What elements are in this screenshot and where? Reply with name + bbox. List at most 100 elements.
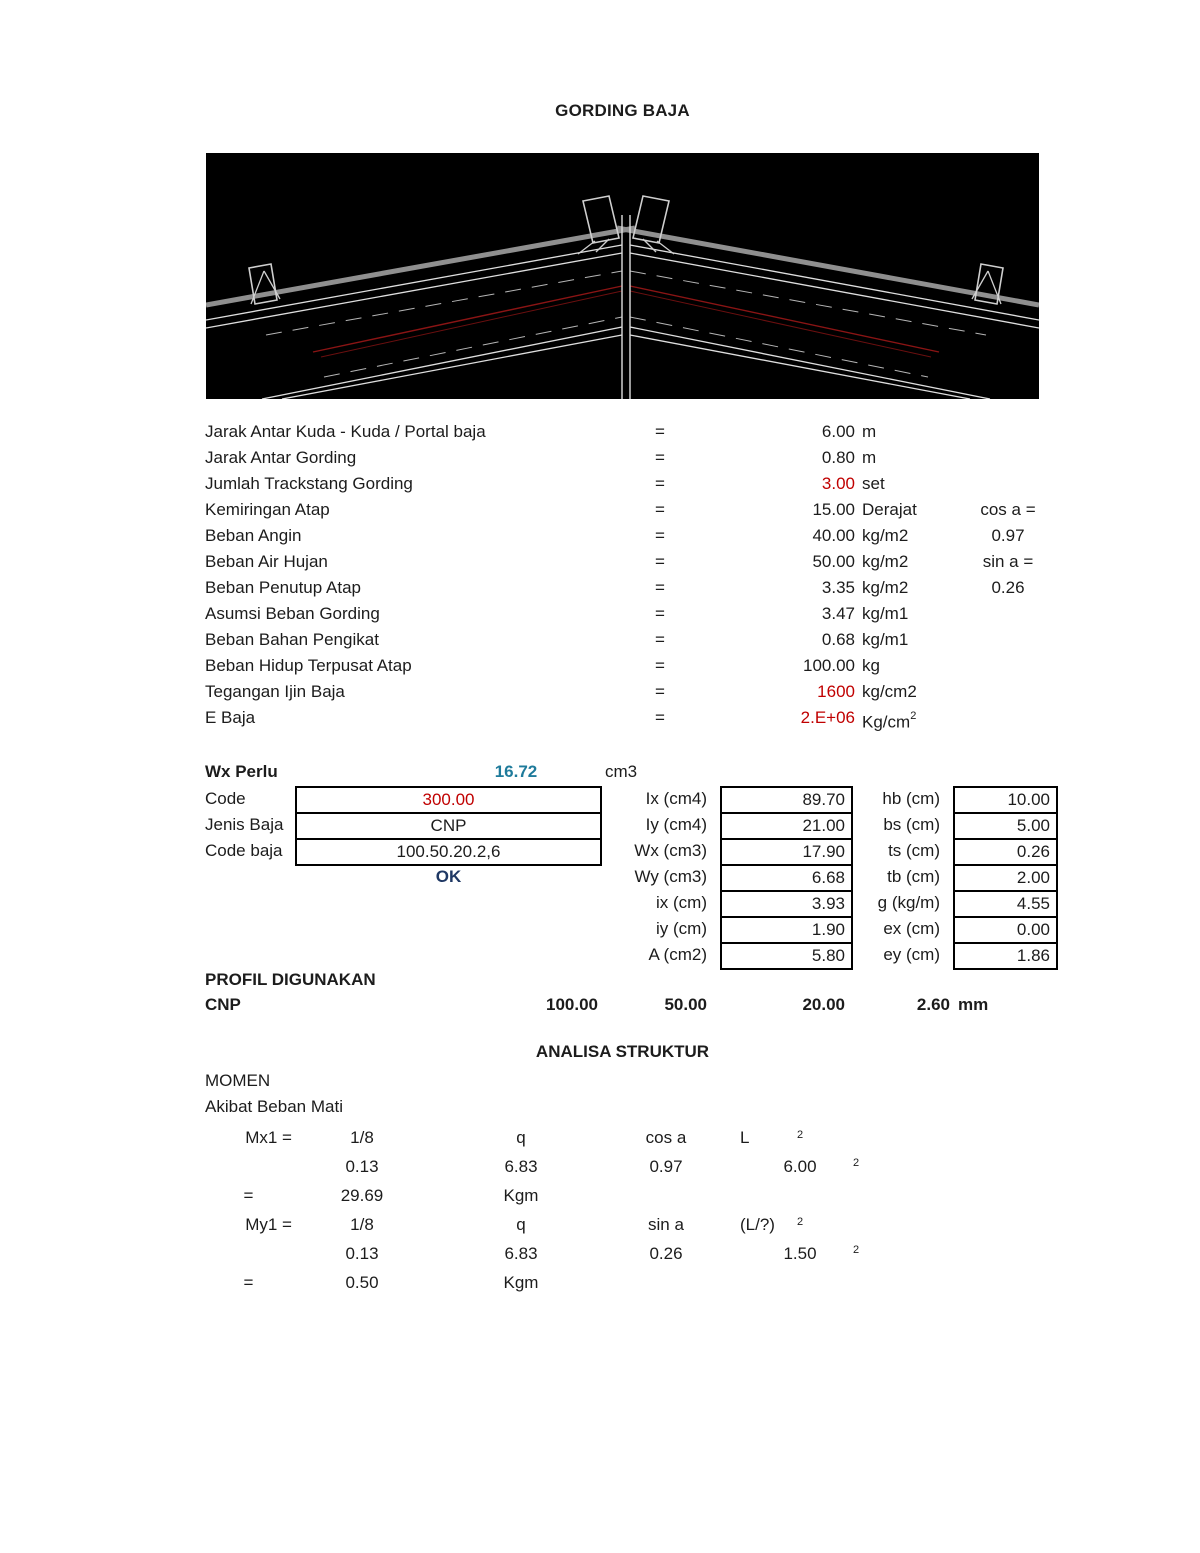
wx-perlu-value: 16.72 <box>494 762 538 781</box>
parameter-label: Jarak Antar Kuda - Kuda / Portal baja <box>205 422 486 441</box>
slope-gording-left <box>248 263 278 305</box>
peak-gording-right <box>632 195 670 244</box>
a-cm2-label: A (cm2) <box>648 945 707 964</box>
exponent: 2 <box>853 1157 860 1169</box>
equals-sign: = <box>655 656 665 675</box>
parameter-list: Jarak Antar Kuda - Kuda / Portal baja = 6.… <box>205 419 1055 732</box>
section-property-labels: Ix (cm4) Iy (cm4) Wx (cm3) Wy (cm3) ix (… <box>500 786 707 968</box>
bs-label: bs (cm) <box>883 815 940 834</box>
unit-superscript: 2 <box>910 710 917 722</box>
parameter-extra <box>968 419 1048 445</box>
moment-row: = 29.69 Kgm <box>205 1181 925 1210</box>
parameter-row: Jumlah Trackstang Gording = 3.00 set <box>205 471 1055 497</box>
moment-cell: 0.13 <box>345 1157 379 1176</box>
parameter-value: 3.47 <box>821 604 855 623</box>
parameter-unit: kg/cm2 <box>862 682 917 701</box>
exponent: 2 <box>853 1244 860 1256</box>
dimension-values: 10.00 5.00 0.26 2.00 4.55 0.00 1.86 <box>953 786 1058 970</box>
code-baja-value-cell[interactable]: 100.50.20.2,6 <box>396 842 501 861</box>
parameter-value: 3.35 <box>821 578 855 597</box>
parameter-label: Beban Bahan Pengikat <box>205 630 379 649</box>
wy-cm3-label: Wy (cm3) <box>634 867 707 886</box>
momen-heading: MOMEN <box>205 1071 271 1090</box>
bs-value: 5.00 <box>955 814 1056 840</box>
parameter-label: Jumlah Trackstang Gording <box>205 474 413 493</box>
parameter-row: Asumsi Beban Gording = 3.47 kg/m1 <box>205 601 1055 627</box>
profil-dim-4: 2.60 <box>916 995 950 1014</box>
moment-cell: 0.97 <box>649 1157 683 1176</box>
page-title: GORDING BAJA <box>555 101 690 120</box>
parameter-row: Beban Penutup Atap = 3.35 kg/m2 0.26 <box>205 575 1055 601</box>
ix-cm4-value: 89.70 <box>722 788 851 814</box>
wx-perlu-unit: cm3 <box>605 762 638 781</box>
ex-label: ex (cm) <box>883 919 940 938</box>
code-value-cell[interactable]: 300.00 <box>297 788 600 814</box>
parameter-row: Beban Angin = 40.00 kg/m2 0.97 <box>205 523 1055 549</box>
roof-line-left <box>205 225 636 308</box>
iy-cm-value: 1.90 <box>722 918 851 944</box>
hb-value: 10.00 <box>955 788 1056 814</box>
parameter-value: 50.00 <box>812 552 855 571</box>
parameter-unit: kg/m2 <box>862 552 909 571</box>
analisa-struktur-title: ANALISA STRUKTUR <box>535 1042 710 1061</box>
akibat-beban-mati-heading: Akibat Beban Mati <box>205 1097 343 1116</box>
code-input-box: 300.00 CNP 100.50.20.2,6 <box>295 786 602 866</box>
equals-sign: = <box>655 448 665 467</box>
parameter-row: Beban Air Hujan = 50.00 kg/m2 sin a = <box>205 549 1055 575</box>
parameter-row: Tegangan Ijin Baja = 1600 kg/cm2 <box>205 679 1055 705</box>
parameter-label: Beban Air Hujan <box>205 552 328 571</box>
profil-dim-3: 20.00 <box>802 995 845 1014</box>
parameter-extra <box>968 601 1048 627</box>
moment-row: My1 = 1/8 q sin a (L/?) 2 <box>205 1210 925 1239</box>
parameter-label: Asumsi Beban Gording <box>205 604 380 623</box>
exponent: 2 <box>796 1216 804 1228</box>
moment-lhs: My1 = <box>245 1215 292 1234</box>
jenis-baja-value-cell[interactable]: CNP <box>297 814 600 840</box>
parameter-value: 6.00 <box>821 422 855 441</box>
parameter-row: E Baja = 2.E+06 Kg/cm2 <box>205 705 1055 732</box>
moment-cell: sin a <box>648 1215 684 1234</box>
parameter-extra <box>968 445 1048 471</box>
moment-cell: cos a <box>645 1128 687 1147</box>
profil-unit: mm <box>958 995 989 1014</box>
parameter-label: Beban Angin <box>205 526 302 545</box>
profil-dim-2: 50.00 <box>664 995 707 1014</box>
parameter-label: Jarak Antar Gording <box>205 448 357 467</box>
parameter-label: E Baja <box>205 708 256 727</box>
parameter-unit: Kg/cm2 <box>862 710 917 732</box>
moment-cell: q <box>516 1215 526 1234</box>
parameter-extra <box>968 627 1048 653</box>
parameter-value: 15.00 <box>812 500 855 519</box>
code-label: Code <box>205 789 246 808</box>
code-baja-label: Code baja <box>205 841 283 860</box>
iy-cm4-value: 21.00 <box>722 814 851 840</box>
moment-cell: 0.13 <box>345 1244 379 1263</box>
parameter-unit: m <box>862 422 877 441</box>
moment-row: = 0.50 Kgm <box>205 1268 925 1297</box>
parameter-value: 1600 <box>817 682 855 701</box>
parameter-unit: Derajat <box>862 500 917 519</box>
wx-perlu-label: Wx Perlu <box>205 762 278 781</box>
parameter-value: 0.68 <box>821 630 855 649</box>
parameter-unit: kg/m1 <box>862 604 909 623</box>
ey-value: 1.86 <box>1016 946 1050 965</box>
moment-cell: 6.83 <box>504 1244 538 1263</box>
ok-status: OK <box>435 867 462 886</box>
parameter-value: 100.00 <box>803 656 855 675</box>
parameter-unit: kg/m1 <box>862 630 909 649</box>
profil-digunakan-title: PROFIL DIGUNAKAN <box>205 970 376 989</box>
moment-equals: = <box>243 1186 254 1205</box>
tb-label: tb (cm) <box>887 867 940 886</box>
code-label-column: Code Jenis Baja Code baja <box>205 786 290 864</box>
parameter-extra: 0.97 <box>991 526 1025 545</box>
moment-result: 29.69 <box>340 1186 384 1205</box>
roof-ridge-svg <box>205 153 1040 400</box>
parameter-extra <box>968 471 1048 497</box>
moment-equals: = <box>243 1273 254 1292</box>
slope-gording-right <box>974 263 1004 305</box>
parameter-extra: sin a = <box>982 552 1034 571</box>
equals-sign: = <box>655 526 665 545</box>
parameter-row: Beban Hidup Terpusat Atap = 100.00 kg <box>205 653 1055 679</box>
